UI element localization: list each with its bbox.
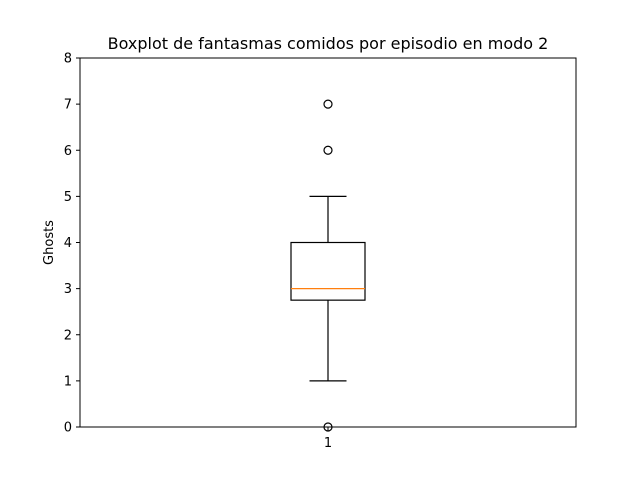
box-series	[290, 99, 366, 432]
y-axis: 0 1 2 3 4 5 6 7 8	[64, 52, 80, 436]
iqr-box	[290, 241, 366, 301]
y-axis-label: Ghosts	[42, 220, 57, 265]
outlier-point	[323, 99, 333, 109]
outlier-point	[323, 145, 333, 155]
y-tick-label: 2	[64, 328, 72, 343]
x-tick-label: 1	[324, 436, 332, 451]
y-tick-label: 7	[64, 98, 72, 113]
y-tick-label: 5	[64, 190, 72, 205]
y-tick-label: 1	[64, 374, 72, 389]
y-tick-label: 3	[64, 282, 72, 297]
y-tick-label: 6	[64, 144, 72, 159]
outlier-point	[323, 422, 333, 432]
chart-title: Boxplot de fantasmas comidos por episodi…	[108, 34, 549, 53]
y-tick-label: 0	[64, 421, 72, 436]
x-axis: 1	[324, 427, 332, 451]
y-tick-label: 8	[64, 52, 72, 67]
y-tick-label: 4	[64, 236, 72, 251]
